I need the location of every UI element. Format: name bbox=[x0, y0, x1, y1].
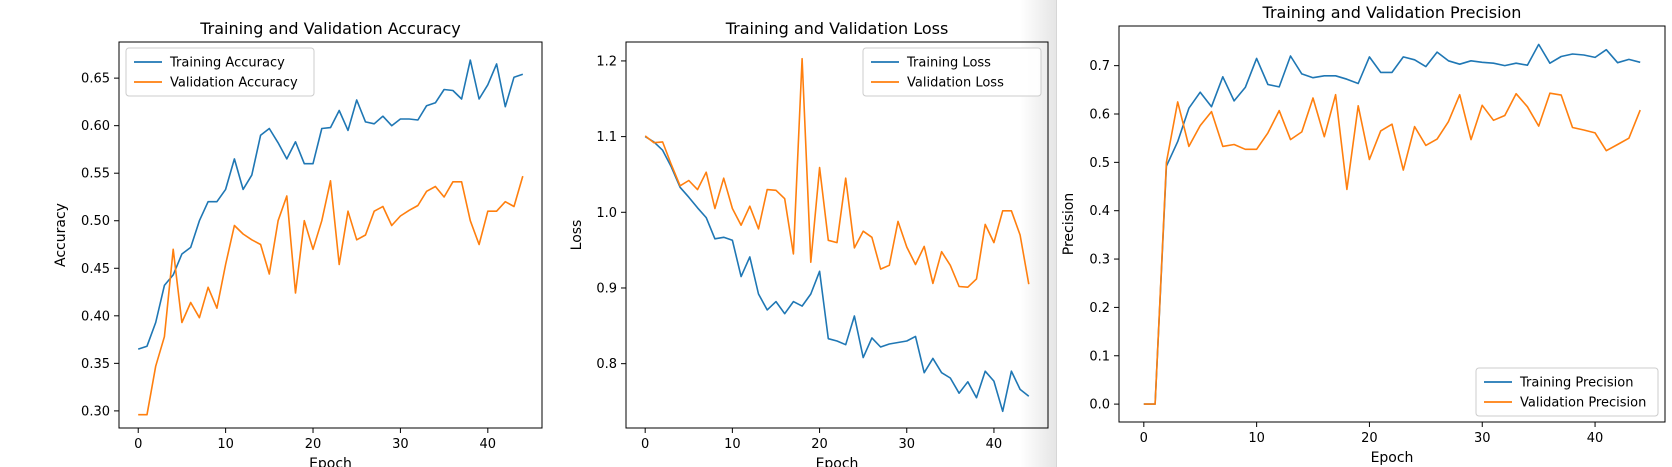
axes-frame bbox=[118, 41, 543, 429]
y-axis-label: Precision bbox=[1061, 193, 1077, 255]
legend-label: Validation Accuracy bbox=[170, 76, 298, 91]
legend: Training Accuracy Validation Accuracy bbox=[125, 47, 315, 97]
y-tick-label: 0.6 bbox=[1089, 108, 1110, 123]
legend-box bbox=[1475, 367, 1659, 417]
chart-1: Training and Validation Loss 0 10 20 30 40 0.8… bbox=[569, 19, 1049, 467]
y-tick-label: 0.60 bbox=[81, 119, 110, 134]
x-tick-label: 0 bbox=[134, 437, 142, 452]
legend: Training Loss Validation Loss bbox=[862, 47, 1042, 97]
y-tick-label: 0.50 bbox=[81, 214, 110, 229]
chart-title: Training and Validation Accuracy bbox=[199, 19, 461, 38]
x-tick-label: 20 bbox=[305, 437, 322, 452]
y-axis-label: Loss bbox=[569, 220, 585, 251]
x-tick-label: 10 bbox=[1248, 431, 1265, 446]
y-tick-label: 0.9 bbox=[596, 281, 617, 296]
chart-title: Training and Validation Precision bbox=[1262, 3, 1522, 22]
axes-frame bbox=[1118, 25, 1666, 423]
y-tick-label: 1.1 bbox=[596, 130, 617, 145]
y-tick-label: 0.1 bbox=[1089, 349, 1110, 364]
x-tick-label: 10 bbox=[217, 437, 234, 452]
x-tick-label: 40 bbox=[986, 437, 1003, 452]
x-axis-label: Epoch bbox=[816, 456, 859, 467]
y-tick-label: 0.40 bbox=[81, 309, 110, 324]
x-tick-label: 0 bbox=[1140, 431, 1148, 446]
y-tick-label: 0.3 bbox=[1089, 253, 1110, 268]
y-tick-label: 0.0 bbox=[1089, 398, 1110, 413]
legend: Training Precision Validation Precision bbox=[1475, 367, 1659, 417]
x-axis-label: Epoch bbox=[309, 456, 352, 467]
series-line-1 bbox=[138, 175, 524, 416]
x-tick-label: 30 bbox=[898, 437, 915, 452]
series-line-0 bbox=[1143, 43, 1641, 405]
series-line-0 bbox=[137, 59, 524, 350]
legend-label: Validation Precision bbox=[1520, 396, 1646, 411]
y-tick-label: 1.2 bbox=[596, 54, 617, 69]
legend-label: Training Loss bbox=[906, 56, 991, 71]
y-tick-label: 0.30 bbox=[81, 404, 110, 419]
legend-label: Training Accuracy bbox=[169, 56, 285, 71]
y-tick-label: 0.5 bbox=[1089, 156, 1110, 171]
legend-label: Training Precision bbox=[1519, 376, 1633, 391]
y-tick-label: 0.45 bbox=[81, 262, 110, 277]
y-axis-label: Accuracy bbox=[53, 203, 69, 267]
y-tick-label: 0.65 bbox=[81, 72, 110, 87]
series-line-1 bbox=[644, 57, 1030, 289]
x-tick-label: 30 bbox=[1474, 431, 1491, 446]
chart-0: Training and Validation Accuracy 0 10 20 30 4… bbox=[53, 19, 543, 467]
chart-title: Training and Validation Loss bbox=[725, 19, 949, 38]
series-line-0 bbox=[644, 135, 1030, 413]
x-tick-label: 30 bbox=[392, 437, 409, 452]
legend-label: Validation Loss bbox=[907, 76, 1004, 91]
series-line-1 bbox=[1143, 92, 1641, 405]
x-tick-label: 40 bbox=[1587, 431, 1604, 446]
y-tick-label: 1.0 bbox=[596, 206, 617, 221]
chart-2: Training and Validation Precision 0 10 20 30… bbox=[1061, 3, 1666, 466]
y-tick-label: 0.7 bbox=[1089, 59, 1110, 74]
x-axis-label: Epoch bbox=[1371, 450, 1414, 466]
x-tick-label: 10 bbox=[724, 437, 741, 452]
axes-frame bbox=[625, 41, 1049, 429]
y-tick-label: 0.2 bbox=[1089, 301, 1110, 316]
y-tick-label: 0.4 bbox=[1089, 204, 1110, 219]
y-tick-label: 0.55 bbox=[81, 167, 110, 182]
x-tick-label: 0 bbox=[641, 437, 649, 452]
x-tick-label: 40 bbox=[480, 437, 497, 452]
y-tick-label: 0.8 bbox=[596, 357, 617, 372]
x-tick-label: 20 bbox=[811, 437, 828, 452]
x-tick-label: 20 bbox=[1361, 431, 1378, 446]
legend-box bbox=[125, 47, 315, 97]
legend-box bbox=[862, 47, 1042, 97]
y-tick-label: 0.35 bbox=[81, 357, 110, 372]
